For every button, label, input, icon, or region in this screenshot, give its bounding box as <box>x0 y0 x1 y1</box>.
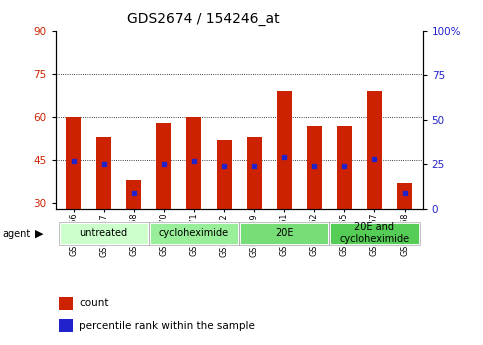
Bar <box>329 222 420 245</box>
Text: cycloheximide: cycloheximide <box>159 228 229 238</box>
Text: 20E and
cycloheximide: 20E and cycloheximide <box>340 223 410 244</box>
Bar <box>216 140 231 209</box>
Bar <box>367 91 382 209</box>
Bar <box>96 137 111 209</box>
Text: percentile rank within the sample: percentile rank within the sample <box>79 321 256 331</box>
Bar <box>59 297 73 310</box>
Bar <box>126 180 142 209</box>
Text: ▶: ▶ <box>35 229 43 238</box>
Text: untreated: untreated <box>80 228 128 238</box>
Bar <box>397 183 412 209</box>
Bar <box>66 117 81 209</box>
Bar <box>307 126 322 209</box>
Bar <box>59 319 73 332</box>
Bar <box>277 91 292 209</box>
Bar <box>239 222 329 245</box>
Bar <box>58 222 149 245</box>
Bar <box>149 222 239 245</box>
Bar <box>247 137 262 209</box>
Bar <box>337 126 352 209</box>
Bar <box>186 117 201 209</box>
Bar <box>329 222 420 245</box>
Bar <box>156 123 171 209</box>
Bar <box>239 222 329 245</box>
Text: agent: agent <box>2 229 30 238</box>
Text: 20E: 20E <box>275 228 294 238</box>
Bar <box>149 222 239 245</box>
Text: GDS2674 / 154246_at: GDS2674 / 154246_at <box>127 12 279 26</box>
Bar <box>58 222 149 245</box>
Text: count: count <box>79 298 109 308</box>
